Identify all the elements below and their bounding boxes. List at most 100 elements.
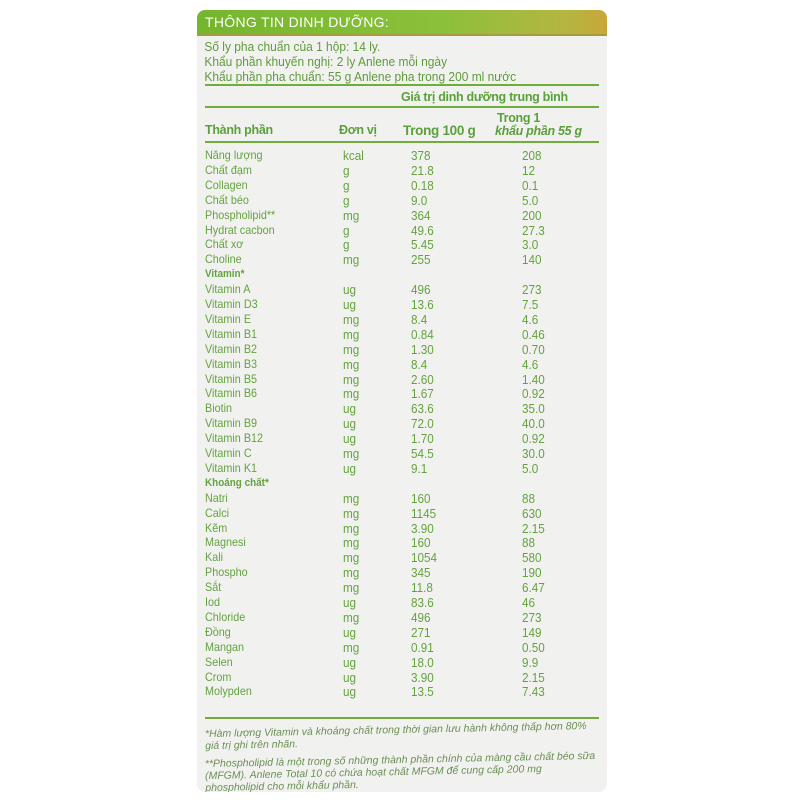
- cell-perserving: 0.92: [522, 386, 545, 402]
- col-perserving-2: khẩu phần 55 g: [495, 124, 582, 138]
- cell-ingredient: Vitamin D3: [205, 297, 258, 311]
- cell-ingredient: Vitamin A: [205, 282, 251, 297]
- table-row: Vitamin B1 mg 0.84 0.46: [205, 327, 599, 342]
- cell-unit: ug: [343, 431, 357, 447]
- cell-unit: ug: [343, 282, 357, 298]
- cell-perserving: 1.40: [522, 371, 545, 387]
- cell-per100g: 2.60: [411, 371, 434, 387]
- cell-unit: kcal: [343, 148, 364, 163]
- table-row: Vitamin C mg 54.5 30.0: [205, 446, 599, 461]
- cell-unit: ug: [343, 624, 357, 640]
- cell-perserving: 273: [522, 609, 542, 625]
- cell-per100g: 271: [411, 624, 431, 640]
- table-row: Chloride mg 496 273: [205, 610, 599, 625]
- cell-perserving: 273: [522, 282, 542, 298]
- cell-unit: mg: [343, 326, 360, 342]
- table-row: Phospho mg 345 190: [205, 565, 599, 580]
- cell-unit: ug: [343, 684, 357, 700]
- section-header: Khoáng chất*: [205, 476, 599, 491]
- table-row: Crom ug 3.90 2.15: [205, 670, 599, 685]
- cell-perserving: 5.0: [522, 192, 539, 208]
- cell-per100g: 8.4: [411, 356, 428, 372]
- cell-perserving: 190: [522, 565, 542, 581]
- cell-ingredient: Kali: [205, 550, 224, 565]
- cell-ingredient: Hydrat cacbon: [205, 222, 275, 237]
- table-row: Chất xơ g 5.45 3.0: [205, 237, 599, 252]
- cell-ingredient: Chất xơ: [205, 237, 244, 252]
- table-row: Vitamin B3 mg 8.4 4.6: [205, 357, 599, 372]
- table-row: Năng lượng kcal 378 208: [205, 148, 599, 163]
- cell-ingredient: Vitamin B2: [205, 341, 258, 356]
- table-row: Hydrat cacbon g 49.6 27.3: [205, 223, 599, 238]
- cell-perserving: 3.0: [522, 237, 539, 253]
- cell-perserving: 88: [522, 535, 536, 551]
- cell-ingredient: Selen: [205, 654, 233, 669]
- cell-unit: g: [343, 177, 350, 193]
- cell-ingredient: Vitamin B5: [205, 371, 258, 386]
- cell-per100g: 160: [411, 490, 431, 506]
- cell-ingredient: Vitamin B1: [205, 326, 258, 341]
- footnote: *Hàm lượng Vitamin và khoáng chất trong …: [204, 720, 587, 753]
- cell-per100g: 21.8: [411, 162, 434, 178]
- cell-per100g: 72.0: [411, 416, 434, 432]
- table-row: Kali mg 1054 580: [205, 550, 599, 565]
- cell-per100g: 496: [411, 282, 431, 298]
- table-row: Biotin ug 63.6 35.0: [205, 401, 599, 416]
- cell-per100g: 345: [411, 565, 431, 581]
- cell-perserving: 46: [522, 595, 536, 610]
- cell-per100g: 0.84: [411, 326, 434, 342]
- cell-ingredient: Sắt: [205, 580, 222, 595]
- table-row: Selen ug 18.0 9.9: [205, 655, 599, 670]
- cell-per100g: 3.90: [411, 520, 434, 536]
- cell-perserving: 9.9: [522, 654, 539, 670]
- cell-ingredient: Mangan: [205, 639, 245, 654]
- cell-per100g: 0.18: [411, 177, 434, 193]
- cell-perserving: 6.47: [522, 580, 545, 596]
- cell-ingredient: Vitamin B12: [205, 431, 264, 446]
- cell-unit: mg: [343, 565, 360, 581]
- cell-unit: mg: [343, 580, 360, 596]
- table-row: Đồng ug 271 149: [205, 625, 599, 640]
- cell-ingredient: Khoáng chất*: [205, 476, 269, 489]
- cell-unit: mg: [343, 311, 360, 327]
- col-perserving-1: Trong 1: [497, 111, 541, 125]
- cell-ingredient: Năng lượng: [205, 148, 263, 162]
- cell-ingredient: Vitamin B6: [205, 386, 258, 401]
- table-row: Vitamin B6 mg 1.67 0.92: [205, 386, 599, 401]
- cell-unit: mg: [343, 490, 360, 506]
- cell-per100g: 0.91: [411, 639, 434, 655]
- cell-unit: mg: [343, 639, 360, 655]
- cell-perserving: 200: [522, 207, 542, 223]
- cell-unit: mg: [343, 505, 360, 521]
- cell-per100g: 9.1: [411, 460, 428, 476]
- table-row: Vitamin B5 mg 2.60 1.40: [205, 372, 599, 387]
- cell-unit: mg: [343, 207, 360, 223]
- nutrition-panel: THÔNG TIN DINH DƯỠNG: Số ly pha chuẩn củ…: [197, 10, 607, 792]
- cell-unit: mg: [343, 550, 360, 566]
- cell-per100g: 83.6: [411, 595, 434, 610]
- intro-line: Khẩu phần pha chuẩn: 55 g Anlene pha tro…: [204, 69, 517, 84]
- cell-unit: g: [343, 192, 350, 208]
- table-row: Iod ug 83.6 46: [205, 595, 599, 610]
- footnote: **Phospholipid là một trong số những thà…: [204, 749, 596, 792]
- table-row: Natri mg 160 88: [205, 491, 599, 506]
- cell-perserving: 630: [522, 505, 542, 521]
- group-header: Giá trị dinh dưỡng trung bình: [401, 90, 568, 104]
- cell-ingredient: Natri: [205, 490, 228, 505]
- cell-per100g: 63.6: [411, 401, 434, 417]
- table-row: Vitamin E mg 8.4 4.6: [205, 312, 599, 327]
- cell-per100g: 5.45: [411, 237, 434, 253]
- cell-per100g: 496: [411, 609, 431, 625]
- cell-perserving: 5.0: [522, 460, 539, 476]
- table-row: Collagen g 0.18 0.1: [205, 178, 599, 193]
- cell-ingredient: Calci: [205, 505, 230, 520]
- table-row: Vitamin D3 ug 13.6 7.5: [205, 297, 599, 312]
- table-row: Mangan mg 0.91 0.50: [205, 640, 599, 655]
- cell-per100g: 1145: [411, 505, 437, 521]
- cell-unit: ug: [343, 654, 357, 670]
- cell-perserving: 88: [522, 490, 536, 506]
- cell-unit: mg: [343, 252, 360, 268]
- cell-per100g: 18.0: [411, 654, 434, 670]
- cell-unit: mg: [343, 341, 360, 357]
- cell-unit: mg: [343, 609, 360, 625]
